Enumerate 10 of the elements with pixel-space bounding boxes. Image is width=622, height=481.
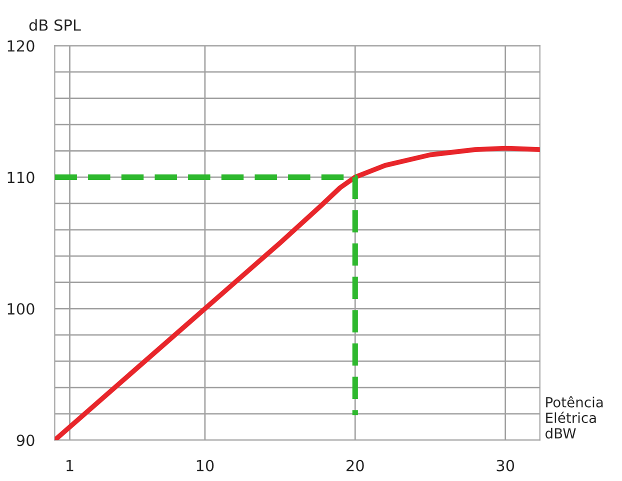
x-axis-title: Potência Elétrica dBW (546, 396, 603, 439)
x-tick-label: 1 (66, 460, 74, 472)
x-tick-label: 30 (496, 460, 514, 472)
y-axis-title: dB SPL (29, 19, 81, 31)
y-tick-label: 100 (8, 303, 34, 315)
y-tick-label: 90 (16, 434, 34, 446)
x-tick-label: 10 (196, 460, 214, 472)
y-tick-label: 120 (8, 40, 34, 52)
x-tick-label: 20 (346, 460, 364, 472)
y-tick-label: 110 (8, 172, 34, 184)
